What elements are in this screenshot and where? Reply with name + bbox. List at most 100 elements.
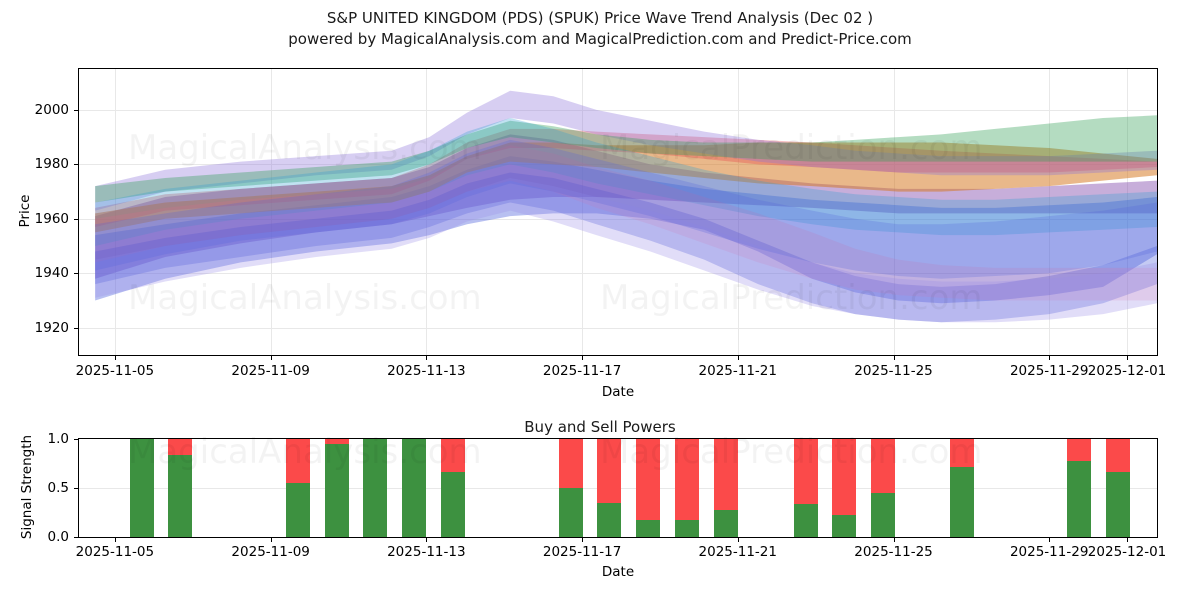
y-tick-label: 1980 [34,156,69,173]
signal-bar [597,439,622,537]
signal-bar-buy-segment [871,492,896,537]
gridline-horizontal [79,218,1157,220]
price-band-band-orange [95,142,1157,233]
signal-bar-buy-segment [1067,460,1092,537]
y-tick-mark [74,488,78,489]
signal-bar [558,439,583,537]
signal-bar [713,439,738,537]
signal-bar [363,439,388,537]
signal-bar [1067,439,1092,537]
signal-bar-buy-segment [1106,472,1131,537]
y-tick-label: 1.0 [47,431,69,447]
signal-bar [636,439,661,537]
signal-bar-sell-segment [949,439,974,468]
x-tick-mark [1127,538,1129,542]
signal-bar [129,439,154,537]
x-tick-mark [426,356,428,360]
signal-chart-y-axis-label: Signal Strength [19,434,35,540]
price-band-band-blue-lower [95,156,1157,304]
signal-bar [441,439,466,537]
signal-bar [674,439,699,537]
x-tick-mark [582,538,584,542]
gridline-vertical [737,69,739,355]
signal-bar-buy-segment [674,520,699,537]
x-tick-label: 2025-11-21 [698,363,777,379]
signal-bar [871,439,896,537]
signal-bar-buy-segment [168,454,193,537]
price-band-band-green-right [95,115,1157,203]
price-band-band-pale-pink [95,145,1157,301]
gridline-vertical [270,69,272,355]
signal-bar-buy-segment [558,488,583,537]
signal-bar [832,439,857,537]
y-tick-mark [74,327,78,329]
price-band-band-slate-blue [95,139,1157,279]
gridline-vertical [1127,69,1129,355]
price-band-band-blue-dip [95,172,1157,323]
signal-bar [168,439,193,537]
gridline-vertical [582,69,584,355]
gridline-vertical [893,69,895,355]
y-tick-label: 1960 [34,210,69,227]
gridline-vertical [1049,69,1051,355]
signal-bar-sell-segment [1067,439,1092,461]
signal-bar-buy-segment [597,502,622,537]
signal-bar [949,439,974,537]
signal-bar-sell-segment [324,439,349,444]
y-tick-label: 0.5 [47,480,69,496]
signal-bar-buy-segment [793,503,818,537]
price-band-band-red-pink [95,128,1157,227]
signal-bar-sell-segment [832,439,857,516]
x-tick-label: 2025-11-21 [698,544,777,560]
y-tick-label: 2000 [34,101,69,118]
signal-bar [324,439,349,537]
y-tick-mark [74,273,78,275]
gridline-horizontal [79,273,1157,275]
x-tick-mark [426,538,428,542]
x-tick-mark [1049,538,1051,542]
signal-bar-sell-segment [713,439,738,510]
signal-bar-sell-segment [285,439,310,484]
y-tick-label: 1940 [34,265,69,282]
signal-bar-sell-segment [597,439,622,503]
signal-bar-buy-segment [402,439,427,537]
y-tick-mark [74,109,78,111]
signal-bar-sell-segment [793,439,818,504]
price-band-band-lavender-low [95,177,1157,323]
x-tick-mark [893,356,895,360]
x-tick-mark [270,538,272,542]
x-tick-label: 2025-11-09 [231,363,310,379]
x-tick-label: 2025-11-09 [231,544,310,560]
signal-chart-title: Buy and Sell Powers [524,418,676,436]
x-tick-label: 2025-11-29 [1009,544,1089,560]
signal-bar-sell-segment [1106,439,1131,473]
signal-bar-buy-segment [129,439,154,537]
x-tick-label: 2025-11-17 [542,363,622,379]
signal-bar-sell-segment [558,439,583,488]
signal-bar-buy-segment [636,520,661,537]
x-tick-label: 2025-12-01 [1087,544,1167,560]
signal-bar-sell-segment [168,439,193,455]
gridline-horizontal [79,327,1157,329]
price-band-band-lightblue [95,118,1157,247]
signal-bar-buy-segment [441,472,466,537]
signal-chart-x-axis-label: Date [601,564,635,580]
x-tick-label: 2025-11-17 [542,544,622,560]
x-tick-label: 2025-11-29 [1009,363,1089,379]
x-tick-mark [737,356,739,360]
y-tick-label: 0.0 [47,529,69,545]
figure-title-line2: powered by MagicalAnalysis.com and Magic… [288,30,912,48]
price-chart-plot-area [78,68,1158,356]
signal-bar-buy-segment [713,509,738,537]
x-tick-label: 2025-11-13 [387,363,466,379]
signal-bar-sell-segment [441,439,466,473]
signal-bar-buy-segment [324,443,349,537]
signal-bar [285,439,310,537]
x-tick-mark [893,538,895,542]
signal-bar-sell-segment [871,439,896,493]
figure-title-line1: S&P UNITED KINGDOM (PDS) (SPUK) Price Wa… [326,9,874,27]
x-tick-label: 2025-12-01 [1087,363,1167,379]
signal-bar-sell-segment [674,439,699,521]
x-tick-mark [1049,356,1051,360]
y-tick-mark [74,439,78,440]
